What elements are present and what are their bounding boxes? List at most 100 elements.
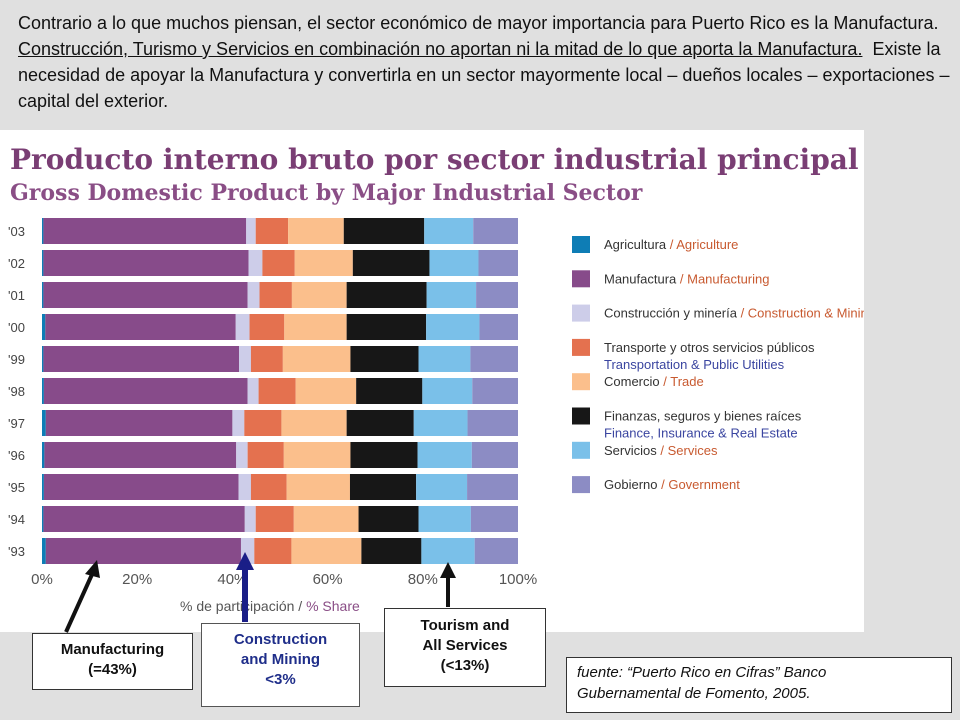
legend-label-es: Transporte y otros servicios públicos	[604, 340, 815, 355]
y-tick-label: '03	[8, 224, 25, 239]
bar-01-government	[476, 282, 518, 308]
legend-label-en: Finance, Insurance & Real Estate	[604, 426, 798, 441]
bar-02-construction-mining	[248, 250, 263, 276]
y-tick-label: '93	[8, 544, 25, 559]
bar-02-trade	[294, 250, 353, 276]
gdp-stacked-bar-chart: Producto interno bruto por sector indust…	[8, 143, 864, 614]
legend-item-label: Construcción y minería / Construction & …	[604, 306, 864, 321]
bar-99-transportation-public-utilities	[250, 346, 283, 372]
bar-00-government	[479, 314, 518, 340]
legend-label-es: Servicios	[604, 443, 657, 458]
bar-02-government	[478, 250, 518, 276]
callout-construction-line-3: <3%	[265, 671, 296, 688]
y-tick-label: '98	[8, 384, 25, 399]
bar-93-construction-mining	[240, 538, 255, 564]
legend-swatch	[572, 236, 590, 253]
bar-96-transportation-public-utilities	[247, 442, 284, 468]
legend-label-es: Construcción y minería	[604, 306, 738, 321]
bar-98-finance-insurance-real-estate	[356, 378, 423, 404]
bar-97-trade	[281, 410, 347, 436]
intro-sentence-1: Contrario a lo que muchos piensan, el se…	[18, 13, 939, 33]
legend: Agricultura / Agriculture Manufactura / M…	[572, 236, 864, 494]
legend-label-es: Gobierno	[604, 477, 657, 492]
legend-item-label: Agricultura / Agriculture	[604, 237, 738, 252]
bar-99-finance-insurance-real-estate	[350, 346, 419, 372]
legend-label-en: Transportation & Public Utilities	[604, 357, 785, 372]
callout-tourism: Tourism and All Services (<13%)	[384, 608, 546, 687]
legend-label-en: Government	[668, 477, 740, 492]
bar-98-construction-mining	[247, 378, 259, 404]
bar-94-finance-insurance-real-estate	[358, 506, 419, 532]
bar-00-trade	[284, 314, 347, 340]
bar-93-agriculture	[42, 538, 46, 564]
bar-01-manufacturing	[43, 282, 248, 308]
bar-96-agriculture	[42, 442, 45, 468]
bar-96-manufacturing	[44, 442, 237, 468]
chart-title: Producto interno bruto por sector indust…	[10, 143, 859, 176]
x-axis-label-sep: /	[294, 598, 306, 614]
bar-99-trade	[282, 346, 351, 372]
callout-manufacturing-line-1: Manufacturing	[60, 641, 165, 658]
x-tick-label: 100%	[499, 571, 537, 588]
bar-96-trade	[283, 442, 351, 468]
bar-01-finance-insurance-real-estate	[346, 282, 427, 308]
intro-paragraph: Contrario a lo que muchos piensan, el se…	[18, 10, 958, 114]
y-tick-label: '94	[8, 512, 25, 527]
y-axis-labels: '03 '02 '01 '00 '99 '98 '97 '96 '95 '94 '93	[8, 224, 25, 559]
bar-98-trade	[295, 378, 357, 404]
bar-01-services	[426, 282, 477, 308]
legend-label-sep: /	[676, 271, 687, 286]
source-line-2: Gubernamental de Fomento, 2005.	[577, 685, 811, 702]
legend-item-label: Comercio / Trade	[604, 374, 704, 389]
x-tick-label: 0%	[31, 571, 53, 588]
legend-item-label: Transporte y otros servicios públicos Tra…	[604, 340, 815, 372]
bar-94-agriculture	[42, 506, 44, 532]
callout-tourism-line-2: All Services	[422, 637, 508, 654]
bar-99-services	[418, 346, 471, 372]
bars-group	[42, 218, 518, 564]
bar-99-construction-mining	[239, 346, 251, 372]
bar-96-services	[417, 442, 472, 468]
bar-95-manufacturing	[43, 474, 239, 500]
x-tick-label: 80%	[408, 571, 438, 588]
y-tick-label: '99	[8, 352, 25, 367]
legend-label-sep: /	[660, 374, 671, 389]
bar-01-trade	[291, 282, 347, 308]
legend-label-sep: /	[657, 477, 668, 492]
bar-03-agriculture	[42, 218, 44, 244]
callout-manufacturing: Manufacturing (=43%)	[32, 633, 193, 690]
legend-item-label: Manufactura / Manufacturing	[604, 271, 770, 286]
bar-03-construction-mining	[246, 218, 256, 244]
y-tick-label: '02	[8, 256, 25, 271]
gdp-chart-panel: Producto interno bruto por sector indust…	[0, 130, 864, 632]
bar-96-finance-insurance-real-estate	[350, 442, 418, 468]
bar-93-services	[421, 538, 475, 564]
bar-95-finance-insurance-real-estate	[349, 474, 417, 500]
legend-label-sep: /	[657, 443, 668, 458]
bar-94-government	[470, 506, 518, 532]
bar-99-government	[470, 346, 518, 372]
bar-95-agriculture	[42, 474, 44, 500]
legend-label-en: Manufacturing	[687, 271, 769, 286]
callout-construction-line-1: Construction	[233, 631, 328, 648]
y-tick-label: '00	[8, 320, 25, 335]
legend-label-en: Agriculture	[676, 237, 738, 252]
legend-swatch	[572, 441, 590, 459]
bar-00-manufacturing	[45, 314, 236, 340]
legend-label-en: Construction & Mining	[748, 306, 864, 321]
bar-97-construction-mining	[232, 410, 245, 436]
bar-94-trade	[293, 506, 359, 532]
x-axis-label: % de participación / % Share	[180, 598, 360, 614]
x-tick-label: 60%	[313, 571, 343, 588]
bar-03-manufacturing	[43, 218, 247, 244]
legend-swatch	[572, 338, 590, 356]
bar-97-manufacturing	[45, 410, 233, 436]
y-tick-label: '96	[8, 448, 25, 463]
bar-95-construction-mining	[238, 474, 251, 500]
bar-00-services	[426, 314, 480, 340]
bar-94-services	[418, 506, 471, 532]
y-tick-label: '97	[8, 416, 25, 431]
legend-label-es: Comercio	[604, 374, 660, 389]
legend-item-label: Servicios / Services	[604, 443, 718, 458]
callout-tourism-line-1: Tourism and	[420, 617, 510, 634]
